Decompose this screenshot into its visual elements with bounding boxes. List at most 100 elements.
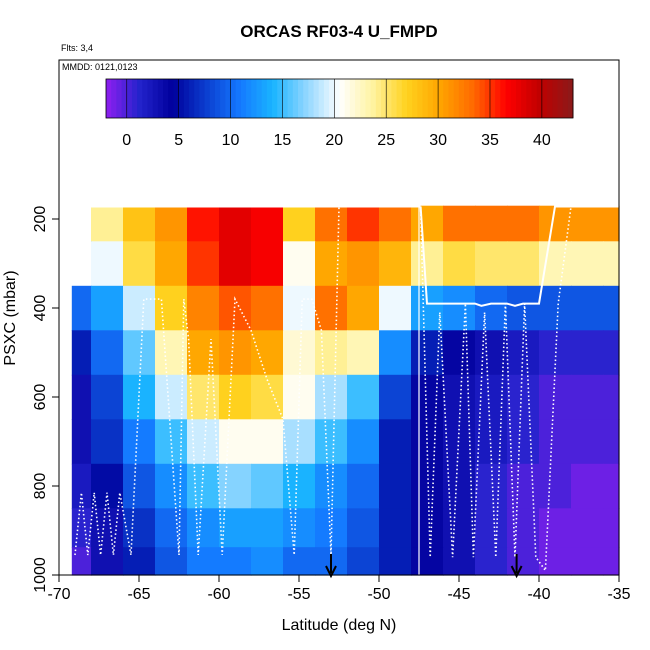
colorbar-segment xyxy=(391,79,398,118)
heatmap-cell xyxy=(219,374,252,420)
heatmap-cell xyxy=(539,285,572,331)
heatmap-cell xyxy=(475,205,508,242)
heatmap-cell xyxy=(251,205,284,242)
colorbar-segment xyxy=(225,79,232,118)
colorbar-segment xyxy=(562,79,569,118)
heatmap-cell xyxy=(443,330,476,376)
heatmap-cell xyxy=(347,205,380,242)
colorbar-segment xyxy=(505,79,512,118)
heatmap-cell xyxy=(283,508,316,548)
heatmap-cell xyxy=(475,330,508,376)
flight-tracks xyxy=(74,205,619,575)
colorbar-segment xyxy=(406,79,413,118)
heatmap-cell xyxy=(123,285,156,331)
colorbar-segment xyxy=(567,79,574,118)
heatmap-cell xyxy=(379,374,412,420)
heatmap-cell xyxy=(219,285,252,331)
heatmap-cell xyxy=(507,547,540,576)
heatmap-cell xyxy=(379,241,412,287)
colorbar: 0 5 10 15 20 25 30 35 40 xyxy=(105,78,574,149)
heatmap-cell xyxy=(411,374,444,420)
x-tick-label: -40 xyxy=(527,586,550,603)
heatmap-cell xyxy=(71,285,92,331)
colorbar-segment xyxy=(277,79,283,118)
chart-title: ORCAS RF03-4 U_FMPD xyxy=(240,22,437,41)
heatmap-cell xyxy=(71,463,92,509)
plot-frame xyxy=(58,59,620,576)
heatmap-cell xyxy=(379,547,412,576)
colorbar-segment xyxy=(240,79,247,118)
flight-track-dotted xyxy=(74,205,351,556)
heatmap-cell xyxy=(219,508,252,548)
heatmap-cell xyxy=(571,285,604,331)
heatmap-cell xyxy=(155,241,188,287)
heatmap-cell xyxy=(283,547,316,576)
colorbar-segment xyxy=(199,79,206,118)
heatmap-cell xyxy=(251,419,284,465)
colorbar-segment xyxy=(116,79,123,118)
x-tick-label: -50 xyxy=(367,586,390,603)
colorbar-segment xyxy=(547,79,553,118)
colorbar-segment xyxy=(126,79,133,118)
heatmap-cell xyxy=(187,285,220,331)
heatmap-cell xyxy=(571,547,604,576)
colorbar-segment xyxy=(552,79,558,118)
colorbar-segment xyxy=(292,79,299,118)
colorbar-segment xyxy=(147,79,154,118)
heatmap-cell xyxy=(507,463,540,509)
heatmap-cell xyxy=(379,463,412,509)
heatmap-cell xyxy=(283,205,316,242)
heatmap-cell xyxy=(283,419,316,465)
heatmap-cell xyxy=(91,374,124,420)
heatmap-cell xyxy=(507,419,540,465)
heatmap-cell xyxy=(411,508,444,548)
colorbar-segment xyxy=(272,79,278,118)
colorbar-segment xyxy=(427,79,434,118)
colorbar-segment xyxy=(287,79,294,118)
heatmap-cell xyxy=(187,374,220,420)
colorbar-segment xyxy=(339,79,346,118)
heatmap-cell xyxy=(603,241,620,287)
colorbar-segment xyxy=(438,79,444,118)
colorbar-segment xyxy=(515,79,522,118)
heatmap-cell xyxy=(347,330,380,376)
heatmap-cell xyxy=(347,547,380,576)
heatmap-cell xyxy=(219,463,252,509)
colorbar-tick-label: 15 xyxy=(274,132,292,149)
heatmap-cell xyxy=(155,205,188,242)
colorbar-segment xyxy=(313,79,320,118)
colorbar-segment xyxy=(303,79,309,118)
colorbar-segment xyxy=(256,79,263,118)
colorbar-segment xyxy=(417,79,424,118)
chart-annotation: MMDD: 0121,0123 xyxy=(62,62,138,72)
heatmap-cell xyxy=(443,508,476,548)
heatmap-cell xyxy=(315,463,348,509)
heatmap-cell xyxy=(251,330,284,376)
heatmap-cell xyxy=(571,374,604,420)
colorbar-segment xyxy=(365,79,372,118)
heatmap-cell xyxy=(379,285,412,331)
colorbar-segment xyxy=(152,79,159,118)
heatmap-cell xyxy=(539,547,572,576)
heatmap-cell xyxy=(123,419,156,465)
colorbar-segment xyxy=(204,79,211,118)
x-tick-label: -60 xyxy=(207,586,230,603)
down-arrow-icon xyxy=(325,565,337,579)
heatmap-cell xyxy=(123,241,156,287)
colorbar-segment xyxy=(500,79,507,118)
heatmap-cell xyxy=(347,285,380,331)
heatmap-cell xyxy=(411,419,444,465)
heatmap-cell xyxy=(571,330,604,376)
heatmap-cell xyxy=(91,205,124,242)
heatmap-cell xyxy=(347,419,380,465)
colorbar-segment xyxy=(106,79,112,118)
heatmap-cell xyxy=(251,285,284,331)
colorbar-segment xyxy=(230,79,237,118)
colorbar-segment xyxy=(142,79,149,118)
heatmap-cell xyxy=(475,419,508,465)
heatmap-cell xyxy=(475,508,508,548)
heatmap-cell xyxy=(155,547,188,576)
heatmap-cell xyxy=(507,241,540,287)
heatmap-cell xyxy=(187,205,220,242)
